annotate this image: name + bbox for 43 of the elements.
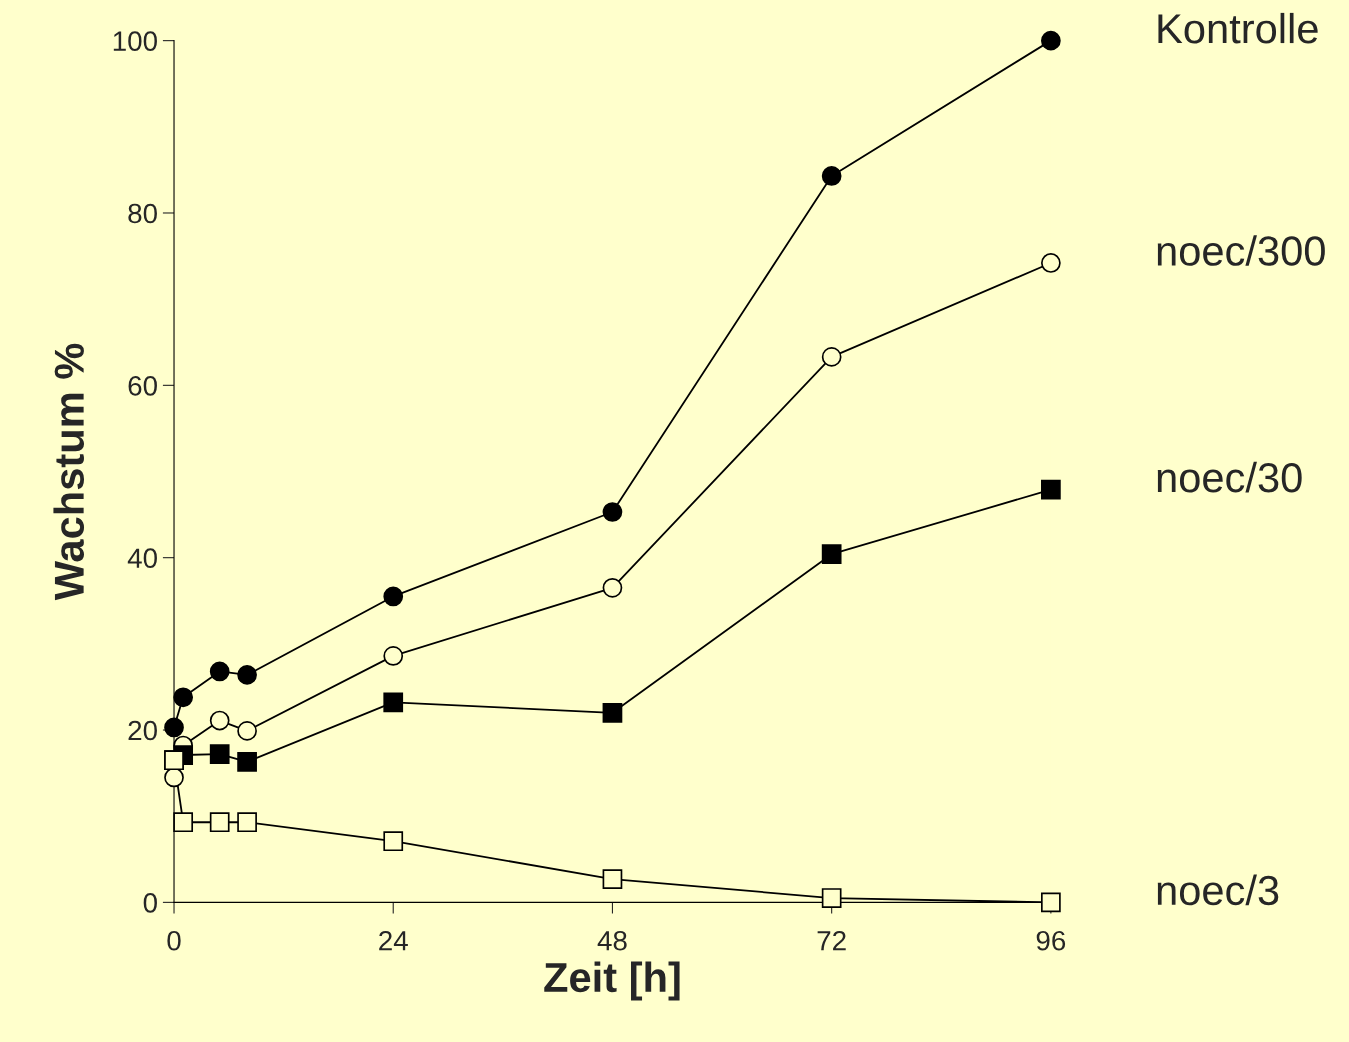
- point: [209, 812, 230, 833]
- x-tick-label: 0: [167, 930, 181, 951]
- text: noec/300: [1157, 235, 1325, 266]
- point: [1041, 892, 1061, 913]
- point: [209, 661, 230, 682]
- text: noec/3: [1157, 874, 1279, 906]
- point: [237, 752, 257, 772]
- point: [821, 166, 842, 186]
- point: [237, 812, 257, 833]
- point: [164, 767, 184, 788]
- y-tick-label: 80: [128, 203, 157, 224]
- x-tick-label: 96: [1036, 930, 1066, 951]
- point: [383, 831, 404, 852]
- point: [383, 692, 404, 713]
- text: noec/30: [1157, 461, 1302, 493]
- x-tick-label: 72: [817, 930, 846, 951]
- x-tick-label: 48: [597, 930, 627, 951]
- point: [164, 717, 184, 738]
- point: [602, 869, 623, 889]
- point: [821, 888, 842, 908]
- point: [237, 721, 257, 741]
- x-axis-title: Zeit [h]: [544, 961, 680, 1001]
- point: [821, 544, 842, 565]
- y-tick-label: 40: [127, 548, 157, 569]
- point: [602, 502, 623, 522]
- y-tick-label: 0: [143, 893, 157, 913]
- point: [383, 646, 404, 666]
- point: [237, 665, 257, 685]
- point: [209, 744, 230, 765]
- point: [1041, 30, 1061, 51]
- y-tick-label: 100: [113, 31, 157, 51]
- point: [602, 577, 623, 598]
- point: [173, 687, 194, 708]
- text: Kontrolle: [1158, 12, 1318, 44]
- point: [821, 347, 842, 367]
- y-tick-label: 60: [128, 376, 157, 396]
- point: [1041, 479, 1061, 500]
- x-tick-label: 24: [379, 930, 408, 951]
- point: [602, 702, 623, 723]
- y-axis-title: Wachstum %: [53, 343, 85, 601]
- y-tick-label: 20: [128, 720, 157, 741]
- point: [383, 586, 404, 607]
- point: [209, 710, 230, 731]
